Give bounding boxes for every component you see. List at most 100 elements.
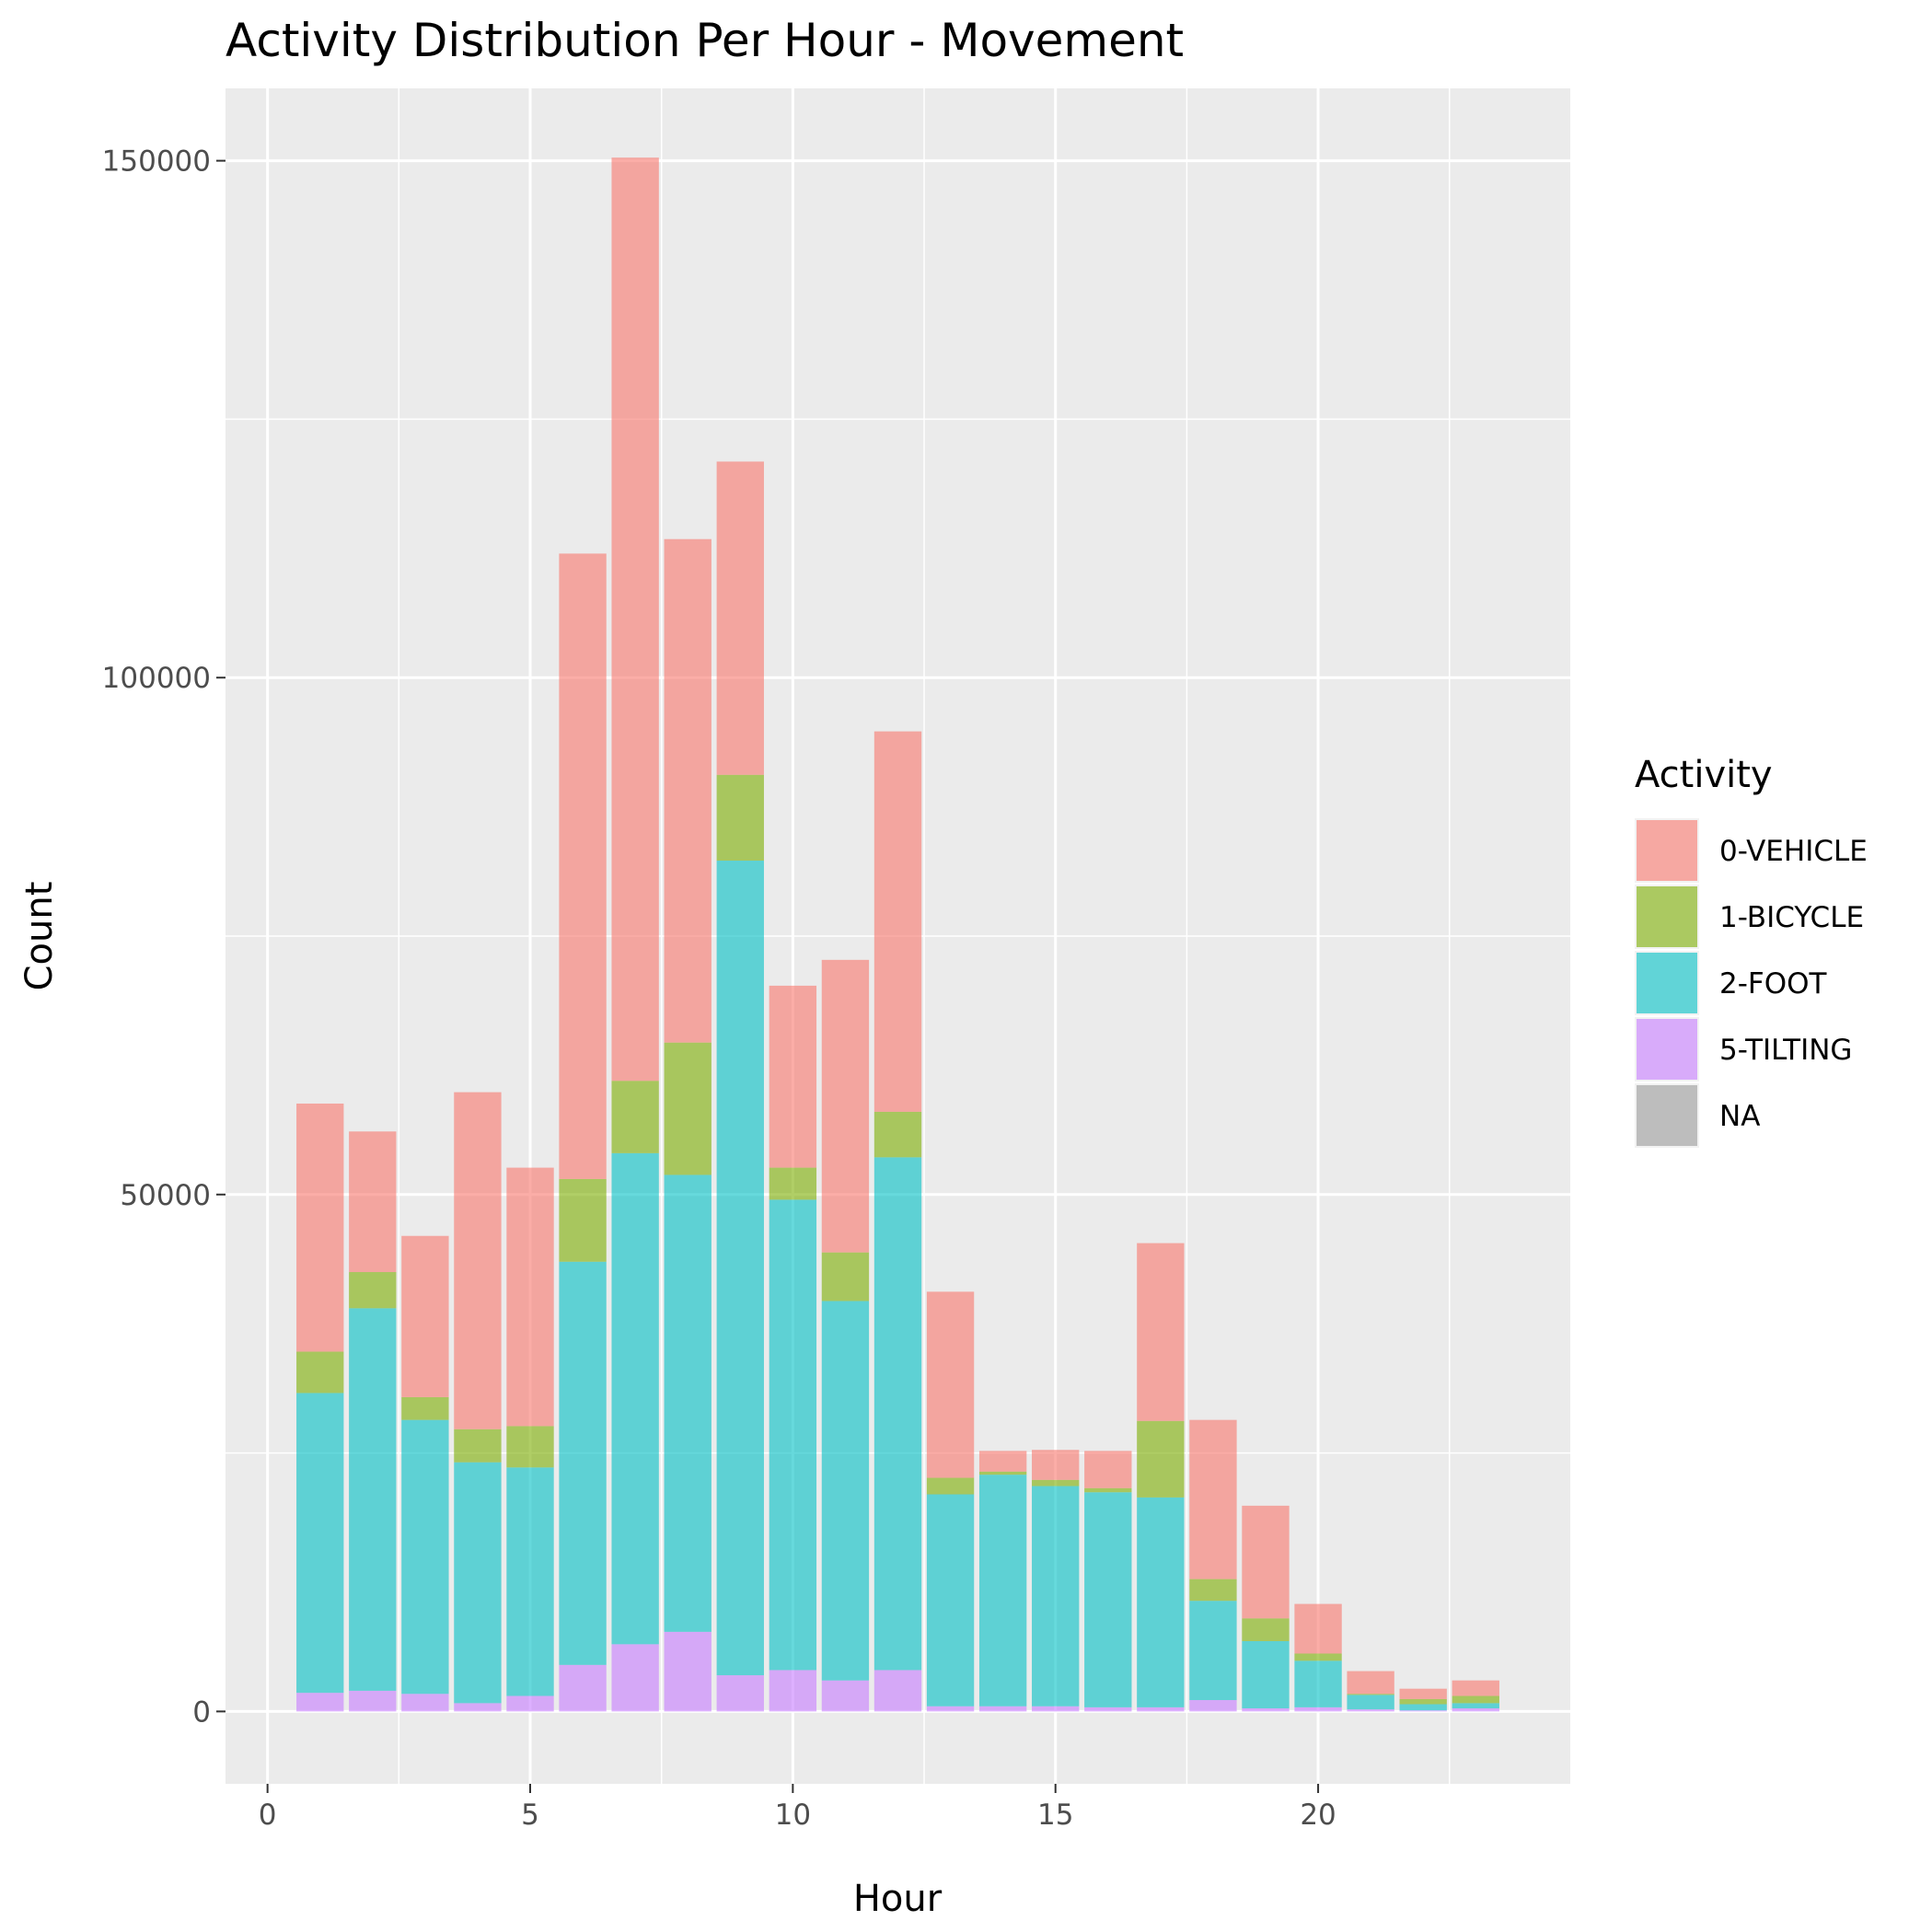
bar-segment-1-bicycle-hour-6 <box>559 1178 607 1262</box>
bar-segment-5-tilting-hour-15 <box>1032 1706 1080 1712</box>
legend-label-0-vehicle: 0-VEHICLE <box>1719 835 1868 868</box>
bar-segment-1-bicycle-hour-14 <box>978 1471 1027 1475</box>
bar-segment-1-bicycle-hour-3 <box>401 1396 449 1420</box>
bar-segment-2-foot-hour-1 <box>296 1393 344 1694</box>
bar-segment-2-foot-hour-3 <box>401 1419 449 1695</box>
bar-segment-0-vehicle-hour-11 <box>821 959 870 1253</box>
x-tick-label: 5 <box>521 1799 539 1832</box>
x-axis: 0 5 10 15 20 <box>259 1784 1336 1832</box>
legend-key-1-bicycle <box>1637 886 1697 947</box>
bar-segment-2-foot-hour-8 <box>664 1174 711 1632</box>
bar-segment-0-vehicle-hour-20 <box>1294 1603 1342 1654</box>
bar-segment-1-bicycle-hour-5 <box>506 1426 554 1468</box>
bar-segment-0-vehicle-hour-9 <box>716 461 764 775</box>
bar-segment-0-vehicle-hour-17 <box>1137 1243 1185 1421</box>
x-tick-label: 15 <box>1037 1799 1073 1832</box>
bar-segment-0-vehicle-hour-2 <box>349 1131 397 1273</box>
bar-segment-1-bicycle-hour-13 <box>926 1477 975 1495</box>
bar-segment-0-vehicle-hour-3 <box>401 1235 449 1397</box>
bar-segment-1-bicycle-hour-22 <box>1399 1698 1447 1705</box>
legend-key-5-tilting <box>1637 1019 1697 1080</box>
y-tick-label: 50000 <box>120 1179 211 1212</box>
bar-segment-5-tilting-hour-9 <box>716 1675 764 1712</box>
bar-segment-1-bicycle-hour-4 <box>454 1429 502 1463</box>
bar-segment-5-tilting-hour-6 <box>559 1664 607 1712</box>
bar-segment-1-bicycle-hour-12 <box>873 1111 922 1158</box>
bar-segment-1-bicycle-hour-10 <box>769 1167 817 1200</box>
bar-segment-5-tilting-hour-16 <box>1084 1706 1132 1712</box>
bar-segment-0-vehicle-hour-1 <box>296 1103 344 1352</box>
bar-segment-2-foot-hour-13 <box>926 1494 975 1706</box>
legend: Activity 0-VEHICLE 1-BICYCLE 2-FOOT 5-TILTI… <box>1635 754 1868 1148</box>
bar-segment-1-bicycle-hour-11 <box>821 1252 870 1301</box>
bar-segment-2-foot-hour-7 <box>611 1152 659 1645</box>
legend-label-1-bicycle: 1-BICYCLE <box>1719 901 1864 934</box>
bar-segment-2-foot-hour-12 <box>873 1157 922 1671</box>
bar-segment-1-bicycle-hour-19 <box>1242 1618 1290 1642</box>
bar-segment-0-vehicle-hour-5 <box>506 1167 554 1427</box>
bar-segment-5-tilting-hour-8 <box>664 1631 711 1712</box>
bar-segment-2-foot-hour-21 <box>1347 1695 1394 1710</box>
bars <box>296 157 1499 1712</box>
bar-segment-1-bicycle-hour-15 <box>1032 1479 1080 1487</box>
bar-segment-1-bicycle-hour-1 <box>296 1351 344 1394</box>
bar-segment-0-vehicle-hour-18 <box>1189 1419 1237 1579</box>
bar-segment-5-tilting-hour-22 <box>1399 1710 1447 1712</box>
bar-segment-1-bicycle-hour-9 <box>716 774 764 862</box>
bar-segment-0-vehicle-hour-13 <box>926 1291 975 1478</box>
bar-segment-2-foot-hour-14 <box>978 1475 1027 1706</box>
bar-segment-0-vehicle-hour-14 <box>978 1451 1027 1472</box>
bar-segment-5-tilting-hour-18 <box>1189 1700 1237 1712</box>
bar-segment-0-vehicle-hour-7 <box>611 157 659 1082</box>
bar-segment-0-vehicle-hour-15 <box>1032 1450 1080 1480</box>
bar-segment-1-bicycle-hour-23 <box>1452 1695 1499 1704</box>
bar-segment-5-tilting-hour-12 <box>873 1670 922 1712</box>
bar-segment-5-tilting-hour-11 <box>821 1680 870 1712</box>
bar-segment-2-foot-hour-2 <box>349 1308 397 1691</box>
bar-segment-5-tilting-hour-13 <box>926 1706 975 1712</box>
y-tick-label: 100000 <box>102 662 211 695</box>
bar-segment-1-bicycle-hour-21 <box>1347 1694 1394 1695</box>
bar-segment-1-bicycle-hour-16 <box>1084 1487 1132 1493</box>
bar-segment-2-foot-hour-5 <box>506 1467 554 1696</box>
y-tick-label: 150000 <box>102 145 211 179</box>
bar-segment-0-vehicle-hour-12 <box>873 731 922 1112</box>
bar-segment-2-foot-hour-17 <box>1137 1497 1185 1707</box>
x-axis-title: Hour <box>853 1878 943 1920</box>
bar-segment-5-tilting-hour-20 <box>1294 1706 1342 1712</box>
bar-segment-0-vehicle-hour-6 <box>559 553 607 1179</box>
bar-segment-2-foot-hour-22 <box>1399 1704 1447 1711</box>
bar-segment-0-vehicle-hour-21 <box>1347 1671 1394 1695</box>
legend-key-na <box>1637 1085 1697 1146</box>
chart-title: Activity Distribution Per Hour - Movemen… <box>226 14 1184 67</box>
bar-segment-2-foot-hour-19 <box>1242 1641 1290 1709</box>
bar-segment-1-bicycle-hour-8 <box>664 1042 711 1175</box>
bar-segment-1-bicycle-hour-2 <box>349 1272 397 1309</box>
bar-segment-2-foot-hour-23 <box>1452 1703 1499 1709</box>
bar-segment-0-vehicle-hour-23 <box>1452 1680 1499 1696</box>
bar-segment-1-bicycle-hour-7 <box>611 1081 659 1153</box>
bar-segment-2-foot-hour-20 <box>1294 1660 1342 1707</box>
bar-segment-5-tilting-hour-3 <box>401 1694 449 1712</box>
legend-key-2-foot <box>1637 953 1697 1013</box>
bar-segment-0-vehicle-hour-10 <box>769 985 817 1168</box>
bar-segment-0-vehicle-hour-4 <box>454 1092 502 1429</box>
bar-segment-2-foot-hour-15 <box>1032 1486 1080 1706</box>
legend-title: Activity <box>1635 754 1773 796</box>
bar-segment-0-vehicle-hour-16 <box>1084 1451 1132 1488</box>
legend-label-2-foot: 2-FOOT <box>1719 967 1828 1001</box>
legend-key-0-vehicle <box>1637 820 1697 881</box>
bar-segment-2-foot-hour-6 <box>559 1261 607 1665</box>
y-axis: 0 50000 100000 150000 <box>102 145 226 1729</box>
x-tick-label: 0 <box>259 1799 277 1832</box>
bar-segment-5-tilting-hour-1 <box>296 1693 344 1712</box>
bar-segment-2-foot-hour-16 <box>1084 1492 1132 1707</box>
bar-segment-5-tilting-hour-17 <box>1137 1706 1185 1712</box>
legend-label-na: NA <box>1719 1100 1760 1133</box>
bar-segment-5-tilting-hour-7 <box>611 1644 659 1712</box>
bar-segment-5-tilting-hour-5 <box>506 1695 554 1712</box>
bar-segment-5-tilting-hour-10 <box>769 1670 817 1712</box>
y-axis-title: Count <box>18 882 61 991</box>
bar-segment-2-foot-hour-11 <box>821 1301 870 1681</box>
